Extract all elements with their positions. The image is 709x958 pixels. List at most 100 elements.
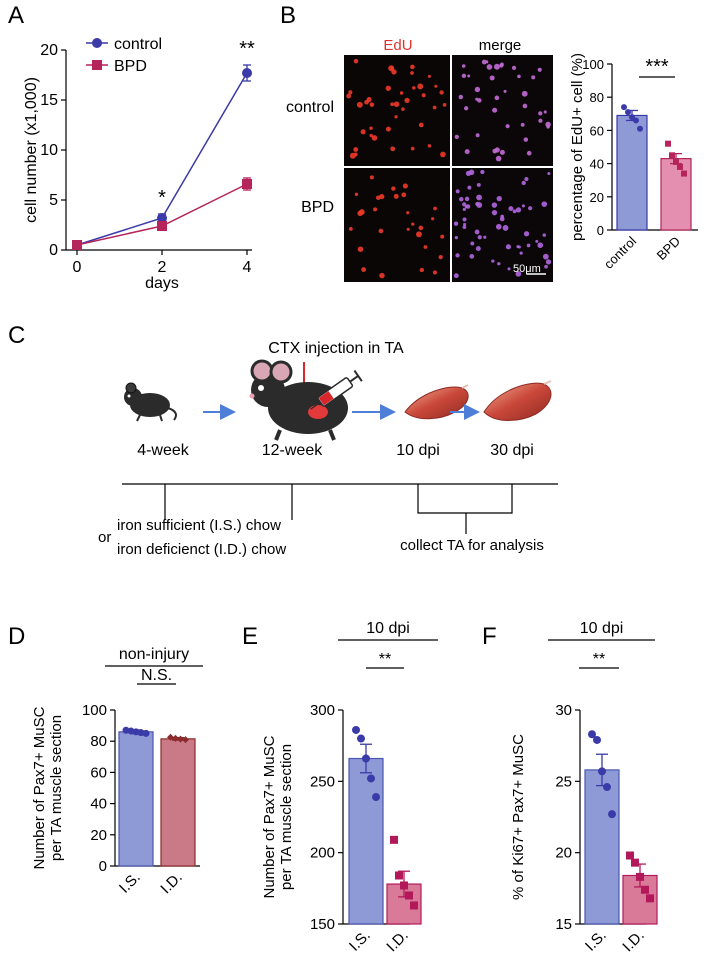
data-point [395, 871, 403, 880]
collect-label: collect TA for analysis [400, 537, 544, 554]
nucleus [522, 103, 528, 109]
nucleus [419, 267, 425, 273]
data-point [626, 851, 634, 860]
injection-label: CTX injection in TA [268, 340, 404, 357]
x-tick-label: I.S. [116, 869, 144, 897]
nucleus [373, 207, 378, 212]
nucleus [462, 202, 467, 207]
nucleus [489, 75, 495, 81]
nucleus [353, 152, 358, 157]
y-axis-label: Number of Pax7+ MuSCper TA muscle sectio… [261, 735, 295, 898]
nucleus [524, 176, 529, 182]
panel-label-e: E [242, 623, 258, 650]
nucleus [361, 267, 367, 272]
significance-marker: ** [593, 651, 605, 668]
nucleus [369, 175, 374, 180]
y-tick-label: 30 [555, 702, 572, 719]
nucleus [523, 231, 530, 237]
x-tick-label: I.D. [383, 927, 412, 956]
legend-label: control [114, 36, 162, 53]
data-point [669, 152, 675, 159]
nucleus [385, 126, 391, 132]
y-tick-label: 100 [82, 702, 107, 719]
data-point [142, 729, 150, 737]
nucleus [461, 64, 466, 68]
data-point [177, 735, 184, 743]
nucleus [438, 254, 443, 260]
chow-label-deficient: iron deficienct (I.D.) chow [117, 541, 286, 558]
nucleus [459, 196, 464, 202]
y-axis-label: Number of Pax7+ MuSCper TA muscle sectio… [31, 706, 65, 869]
data-point-bpd [72, 240, 82, 250]
nucleus [462, 207, 466, 212]
panel-label-c: C [8, 322, 25, 349]
nucleus [455, 189, 460, 194]
nucleus [415, 231, 422, 238]
nucleus [474, 229, 480, 235]
nucleus [526, 150, 532, 156]
nucleus [410, 146, 415, 151]
y-tick-label: 25 [555, 773, 572, 790]
nucleus [526, 243, 531, 248]
nucleus [390, 146, 396, 152]
nucleus [515, 271, 522, 277]
y-tick-label: 5 [49, 192, 58, 209]
panel-label-f: F [482, 623, 497, 650]
nucleus [469, 254, 475, 259]
nucleus [394, 115, 398, 119]
bar-is [584, 769, 620, 925]
data-point [636, 872, 644, 881]
chart-a-cell-number: 0 5 10 15 20 0 2 4 days cell number (x1,000) contr… [23, 36, 255, 292]
nucleus [453, 273, 459, 279]
nucleus [360, 129, 366, 135]
data-point [390, 835, 398, 844]
significance-marker: N.S. [141, 667, 172, 684]
nucleus [464, 149, 470, 155]
y-tick-label: 20 [40, 42, 58, 59]
nucleus [371, 135, 378, 141]
data-point [637, 125, 643, 132]
data-point [372, 793, 380, 802]
nucleus [542, 233, 546, 237]
x-tick-label: 0 [73, 259, 82, 276]
data-point [641, 885, 649, 894]
data-point [625, 109, 631, 116]
chart-title: 10 dpi [366, 620, 410, 637]
nucleus [512, 209, 517, 214]
significance-marker: *** [645, 56, 669, 78]
x-tick-label: control [601, 233, 639, 271]
nucleus [465, 170, 472, 176]
y-tick-label: 150 [310, 916, 335, 933]
nucleus [499, 149, 505, 155]
y-tick-label: 20 [90, 827, 107, 844]
data-point-control [242, 68, 252, 78]
nucleus [476, 182, 481, 187]
nucleus [520, 122, 525, 127]
y-tick-label: 15 [555, 916, 572, 933]
significance-marker: * [158, 187, 166, 209]
y-tick-label: 0 [49, 242, 58, 259]
nucleus [495, 223, 502, 230]
x-tick-label: I.S. [346, 927, 374, 955]
nucleus [421, 93, 426, 98]
nucleus [499, 63, 504, 68]
nuclei-dots [346, 58, 552, 279]
data-point [405, 891, 413, 900]
col-label-edu: EdU [383, 37, 412, 54]
bar-control [616, 114, 648, 231]
nucleus [538, 118, 543, 123]
nucleus [369, 133, 373, 138]
panel-label-a: A [8, 2, 24, 29]
y-tick-label: 0 [597, 223, 604, 238]
nucleus [375, 195, 381, 201]
nucleus [393, 193, 399, 199]
nucleus [475, 133, 480, 138]
chart-e-10dpi-pax7: 150 200 250 300 Number of Pax7+ MuSCper TA m… [261, 620, 438, 955]
nucleus [463, 222, 467, 226]
row-label-control: control [286, 99, 334, 116]
nucleus [467, 185, 472, 190]
data-point [673, 158, 679, 165]
nucleus [378, 228, 384, 234]
nucleus [404, 97, 410, 104]
data-point [182, 736, 189, 744]
